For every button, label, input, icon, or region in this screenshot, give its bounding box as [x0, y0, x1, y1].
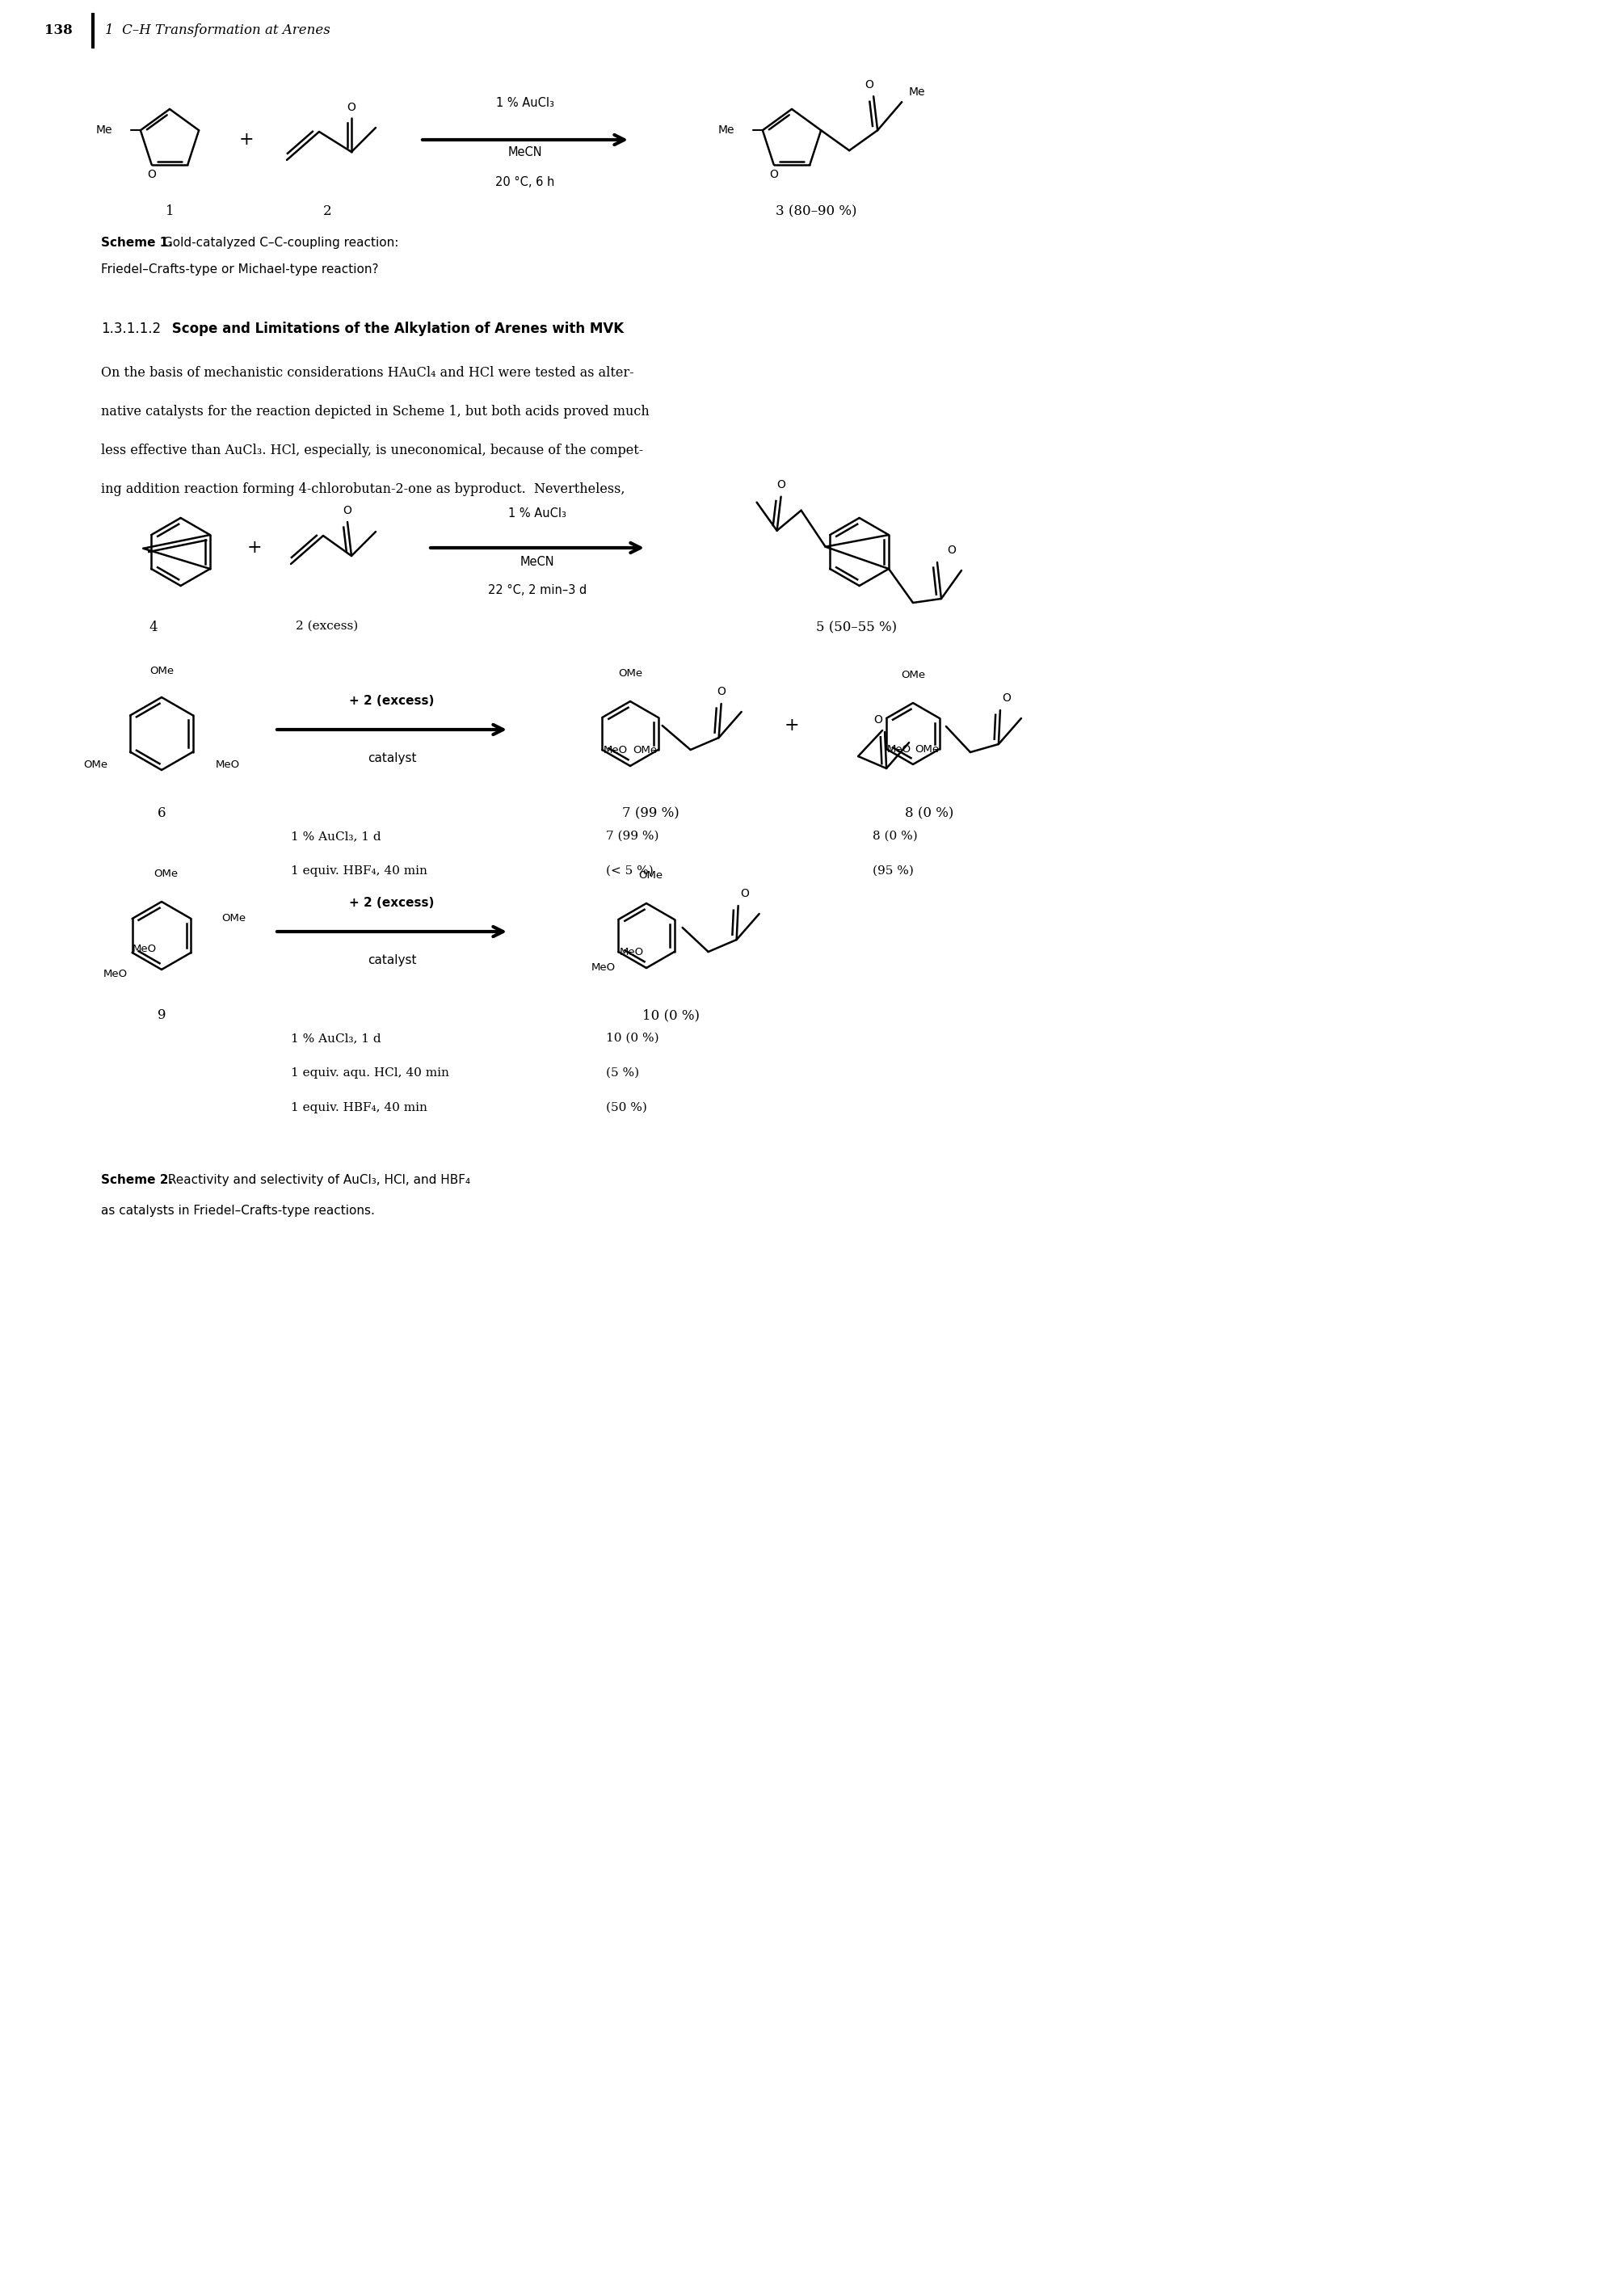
Text: MeO: MeO	[619, 948, 643, 957]
Text: OMe: OMe	[619, 668, 643, 680]
Text: 22 °C, 2 min–3 d: 22 °C, 2 min–3 d	[487, 584, 586, 597]
Text: 2: 2	[323, 204, 331, 217]
Text: 1 % AuCl₃, 1 d: 1 % AuCl₃, 1 d	[291, 1032, 382, 1044]
Text: (< 5 %): (< 5 %)	[606, 865, 653, 877]
Text: catalyst: catalyst	[367, 753, 416, 765]
Text: Gold-catalyzed C–C-coupling reaction:: Gold-catalyzed C–C-coupling reaction:	[159, 236, 398, 250]
Text: O: O	[741, 888, 749, 900]
Text: OMe: OMe	[633, 744, 658, 755]
Text: native catalysts for the reaction depicted in Scheme 1, but both acids proved mu: native catalysts for the reaction depict…	[101, 405, 650, 419]
Text: 7 (99 %): 7 (99 %)	[606, 831, 659, 842]
Text: O: O	[343, 506, 352, 517]
Text: OMe: OMe	[149, 666, 174, 678]
Text: + 2 (excess): + 2 (excess)	[349, 696, 435, 707]
Text: O: O	[776, 478, 786, 490]
Text: 1  C–H Transformation at Arenes: 1 C–H Transformation at Arenes	[106, 23, 330, 37]
Text: as catalysts in Friedel–Crafts-type reactions.: as catalysts in Friedel–Crafts-type reac…	[101, 1204, 375, 1218]
Text: MeO: MeO	[591, 964, 615, 973]
Text: Me: Me	[96, 124, 112, 135]
Text: 1 % AuCl₃: 1 % AuCl₃	[497, 96, 554, 110]
Text: 8 (0 %): 8 (0 %)	[872, 831, 918, 842]
Text: +: +	[784, 716, 799, 735]
Text: 10 (0 %): 10 (0 %)	[606, 1032, 659, 1044]
Text: 9: 9	[158, 1009, 166, 1023]
Text: Friedel–Crafts-type or Michael-type reaction?: Friedel–Crafts-type or Michael-type reac…	[101, 263, 378, 275]
Text: Scope and Limitations of the Alkylation of Arenes with MVK: Scope and Limitations of the Alkylation …	[167, 320, 624, 336]
Text: MeCN: MeCN	[520, 556, 554, 568]
Text: O: O	[770, 169, 778, 181]
Text: MeO: MeO	[603, 744, 627, 755]
Text: O: O	[874, 714, 883, 726]
Text: 1 % AuCl₃, 1 d: 1 % AuCl₃, 1 d	[291, 831, 382, 842]
Text: 1 equiv. aqu. HCl, 40 min: 1 equiv. aqu. HCl, 40 min	[291, 1067, 450, 1078]
Text: MeO: MeO	[133, 943, 158, 955]
Text: (50 %): (50 %)	[606, 1101, 646, 1112]
Text: 4: 4	[149, 620, 158, 634]
Text: +: +	[247, 538, 261, 556]
Text: Me: Me	[718, 124, 734, 135]
Text: +: +	[239, 130, 253, 149]
Text: catalyst: catalyst	[367, 955, 416, 966]
Text: O: O	[716, 687, 726, 698]
Text: + 2 (excess): + 2 (excess)	[349, 897, 435, 909]
Text: 20 °C, 6 h: 20 °C, 6 h	[495, 176, 555, 188]
Text: O: O	[866, 80, 874, 92]
Text: 10 (0 %): 10 (0 %)	[641, 1009, 700, 1023]
Text: less effective than AuCl₃. HCl, especially, is uneconomical, because of the comp: less effective than AuCl₃. HCl, especial…	[101, 444, 643, 458]
Text: 1 equiv. HBF₄, 40 min: 1 equiv. HBF₄, 40 min	[291, 865, 427, 877]
Text: OMe: OMe	[153, 868, 177, 879]
Text: 3 (80–90 %): 3 (80–90 %)	[775, 204, 856, 217]
Text: 138: 138	[44, 23, 73, 37]
Text: 1 equiv. HBF₄, 40 min: 1 equiv. HBF₄, 40 min	[291, 1101, 427, 1112]
Text: OMe: OMe	[222, 913, 245, 925]
Text: On the basis of mechanistic considerations HAuCl₄ and HCl were tested as alter-: On the basis of mechanistic consideratio…	[101, 366, 633, 380]
Text: O: O	[148, 169, 156, 181]
Text: 1.3.1.1.2: 1.3.1.1.2	[101, 320, 161, 336]
Text: Reactivity and selectivity of AuCl₃, HCl, and HBF₄: Reactivity and selectivity of AuCl₃, HCl…	[161, 1174, 471, 1186]
Text: O: O	[348, 101, 356, 112]
Text: ing addition reaction forming 4-chlorobutan-2-one as byproduct.  Nevertheless,: ing addition reaction forming 4-chlorobu…	[101, 483, 625, 497]
Text: 1: 1	[166, 204, 174, 217]
Text: 8 (0 %): 8 (0 %)	[905, 806, 953, 819]
Text: MeO: MeO	[104, 968, 128, 980]
Text: MeO: MeO	[216, 760, 240, 769]
Text: OMe: OMe	[901, 671, 926, 680]
Text: (5 %): (5 %)	[606, 1067, 640, 1078]
Text: 2 (excess): 2 (excess)	[296, 620, 359, 632]
Text: OMe: OMe	[83, 760, 107, 769]
Text: 1 % AuCl₃: 1 % AuCl₃	[508, 508, 567, 520]
Text: O: O	[1002, 694, 1012, 703]
Text: Me: Me	[908, 87, 924, 98]
Text: 5 (50–55 %): 5 (50–55 %)	[815, 620, 896, 634]
Text: (95 %): (95 %)	[872, 865, 914, 877]
Text: OMe: OMe	[914, 744, 939, 755]
Text: OMe: OMe	[638, 870, 663, 881]
Text: 6: 6	[158, 806, 166, 819]
Text: MeO: MeO	[887, 744, 911, 755]
Text: 7 (99 %): 7 (99 %)	[622, 806, 679, 819]
Text: MeCN: MeCN	[508, 146, 542, 158]
Text: Scheme 2.: Scheme 2.	[101, 1174, 174, 1186]
Text: Scheme 1.: Scheme 1.	[101, 236, 172, 250]
Text: O: O	[947, 545, 957, 556]
